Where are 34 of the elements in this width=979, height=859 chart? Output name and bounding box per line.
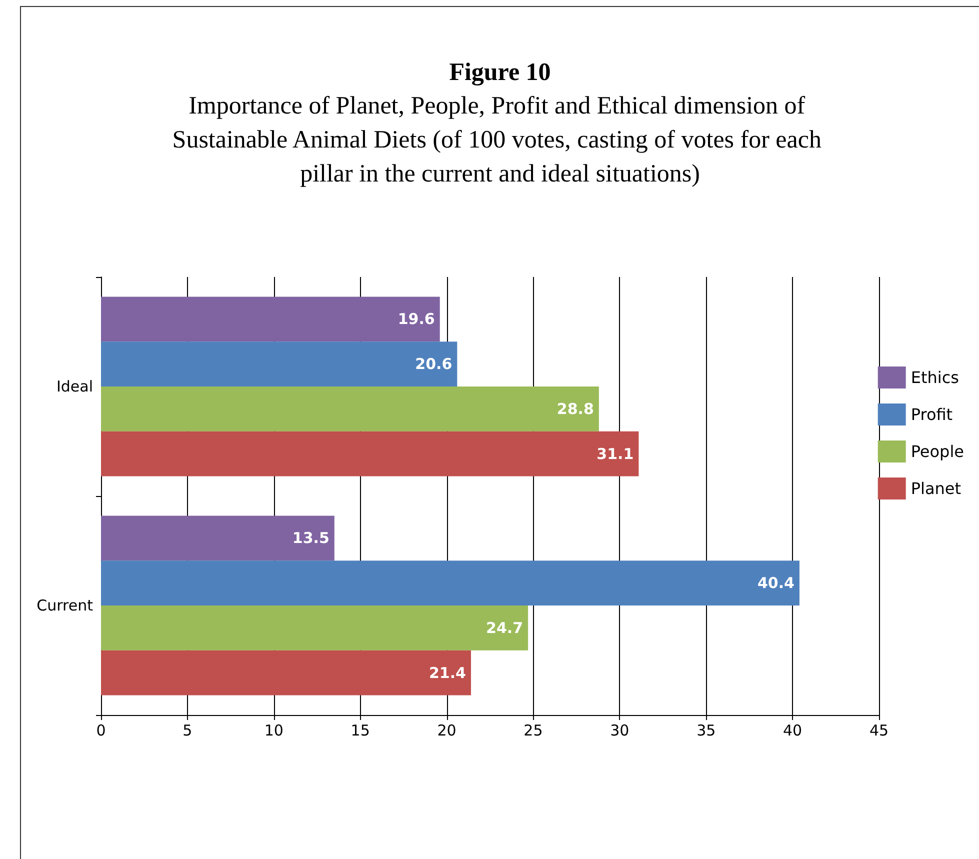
- data-label: 19.6: [398, 310, 435, 328]
- data-label: 24.7: [486, 618, 524, 637]
- legend-label: Planet: [910, 479, 961, 498]
- data-label: 31.1: [596, 444, 634, 463]
- x-tick-label: 5: [182, 722, 192, 740]
- legend-label: Ethics: [910, 368, 959, 387]
- bar: [101, 560, 800, 606]
- data-label: 21.4: [428, 664, 466, 682]
- x-tick-label: 25: [524, 722, 543, 740]
- legend-label: Profit: [910, 405, 953, 424]
- bar: [101, 431, 639, 476]
- legend-label: People: [910, 442, 964, 461]
- data-label: 28.8: [556, 400, 594, 418]
- x-tick-label: 40: [783, 722, 802, 740]
- data-label: 20.6: [415, 355, 452, 374]
- chart-subtitle: Importance of Planet, People, Profit and Ethical dimension of Sustainable Animal Diets (of 100 votes, casting of votes for each pillar in the current and ideal situations): [172, 92, 828, 188]
- bar: [101, 296, 440, 342]
- x-tick-label: 45: [869, 722, 889, 740]
- x-tick-label: 20: [437, 722, 456, 740]
- data-label: 40.4: [757, 574, 794, 592]
- chart-title: Figure 10: [449, 59, 551, 86]
- y-tick-label: Ideal: [56, 378, 93, 396]
- bar: [101, 606, 528, 650]
- x-tick-label: 30: [610, 722, 630, 740]
- bar: [101, 650, 471, 696]
- bar: [101, 516, 334, 561]
- x-tick-label: 10: [264, 722, 284, 740]
- y-tick-label: Current: [36, 596, 94, 614]
- bar: [101, 342, 458, 386]
- data-label: 13.5: [292, 529, 330, 548]
- x-tick-label: 35: [696, 722, 716, 740]
- bar: [101, 386, 599, 432]
- x-tick-label: 0: [96, 722, 106, 740]
- x-tick-label: 15: [350, 722, 370, 740]
